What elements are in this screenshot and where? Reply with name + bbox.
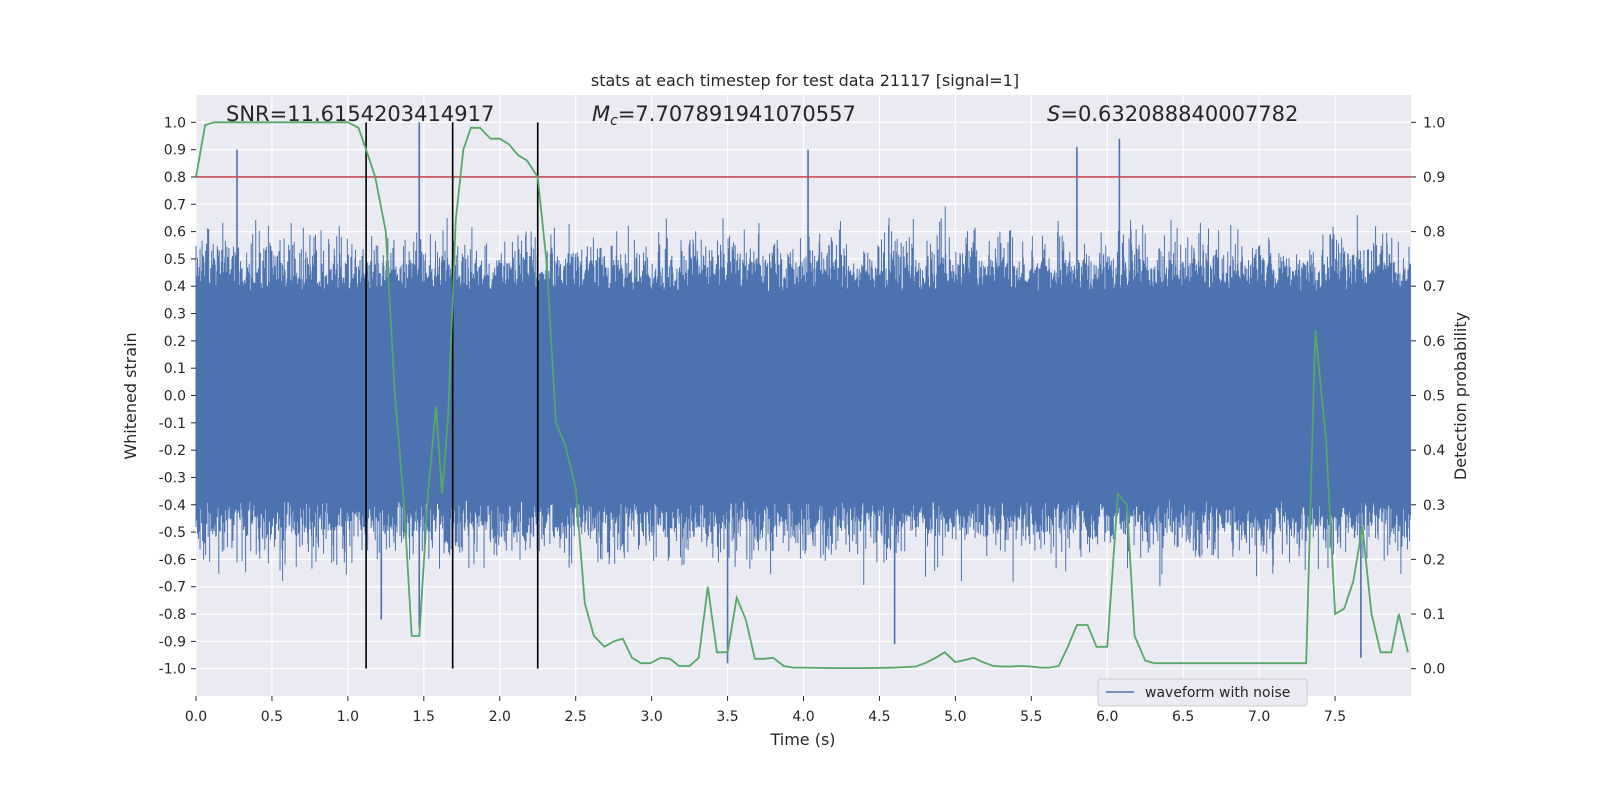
probability-series — [195, 121, 1409, 669]
y-tick-label-left: 0.2 — [164, 334, 186, 350]
x-tick-label: 6.0 — [1096, 709, 1118, 725]
vertical-markers — [365, 122, 539, 669]
x-tick-label: 6.5 — [1172, 709, 1194, 725]
y-tick-label-left: -0.4 — [159, 498, 186, 514]
y-ticks-right: 1.0 0.9 0.8 0.7 0.6 0.5 0.4 0.3 0.2 0.1 0.0 — [1411, 115, 1445, 678]
y-tick-label-right: 0.2 — [1423, 552, 1445, 568]
y-tick-label-left: -1.0 — [159, 662, 186, 678]
y-tick-label-left: -0.8 — [159, 607, 186, 623]
y-tick-label-right: 0.6 — [1423, 334, 1445, 350]
x-tick-label: 0.0 — [185, 709, 207, 725]
y-tick-label-left: 0.5 — [164, 252, 186, 268]
x-tick-label: 2.5 — [565, 709, 587, 725]
y-tick-label-left: 0.8 — [164, 170, 186, 186]
x-tick-label: 4.5 — [868, 709, 890, 725]
y-tick-label-left: -0.9 — [159, 634, 186, 650]
y-tick-label-left: -0.1 — [159, 416, 186, 432]
y-tick-label-right: 0.0 — [1423, 662, 1445, 678]
y-tick-label-right: 1.0 — [1423, 115, 1445, 131]
x-tick-label: 2.0 — [489, 709, 511, 725]
y-tick-label-right: 0.4 — [1423, 443, 1445, 459]
x-tick-label: 5.0 — [944, 709, 966, 725]
x-tick-label: 5.5 — [1020, 709, 1042, 725]
s-annotation: S=0.632088840007782 — [1047, 102, 1298, 126]
y-tick-label-left: -0.5 — [159, 525, 186, 541]
mc-value: =7.707891941070557 — [618, 102, 856, 126]
y-axis-label-right: Detection probability — [1451, 312, 1470, 480]
y-tick-label-left: 0.3 — [164, 307, 186, 323]
y-tick-label-right: 0.5 — [1423, 389, 1445, 405]
y-tick-label-right: 0.7 — [1423, 279, 1445, 295]
chart-title: stats at each timestep for test data 211… — [591, 71, 1019, 90]
s-value: =0.632088840007782 — [1060, 102, 1298, 126]
y-tick-label-left: -0.7 — [159, 580, 186, 596]
x-axis-label: Time (s) — [769, 730, 835, 749]
y-tick-label-left: 0.7 — [164, 197, 186, 213]
y-tick-label-left: -0.2 — [159, 443, 186, 459]
y-axis-label-left: Whitened strain — [121, 332, 140, 459]
y-tick-label-left: 0.9 — [164, 143, 186, 159]
probability-line — [195, 121, 1409, 669]
x-tick-label: 1.0 — [337, 709, 359, 725]
legend-label: waveform with noise — [1145, 685, 1290, 701]
waveform-core — [196, 291, 1411, 500]
legend: waveform with noise — [1097, 678, 1308, 707]
y-tick-label-right: 0.9 — [1423, 170, 1445, 186]
legend-box — [1097, 678, 1308, 707]
mc-subscript: c — [610, 113, 618, 129]
y-ticks-left: 1.0 0.9 0.8 0.7 0.6 0.5 0.4 0.3 0.2 0.1 0.0 -0.1 -0.… — [159, 115, 196, 678]
y-tick-label-right: 0.8 — [1423, 225, 1445, 241]
mc-symbol: M — [592, 102, 610, 126]
x-ticks: 0.0 0.5 1.0 1.5 2.0 2.5 3.0 3.5 4.0 4.5 5.0 5.5 6.0 6… — [185, 696, 1346, 725]
x-tick-label: 3.5 — [716, 709, 738, 725]
s-symbol: S — [1047, 102, 1060, 126]
mc-annotation: Mc=7.707891941070557 — [592, 102, 856, 129]
y-tick-label-right: 0.1 — [1423, 607, 1445, 623]
x-tick-label: 7.0 — [1248, 709, 1270, 725]
y-tick-label-right: 0.3 — [1423, 498, 1445, 514]
waveform-series — [195, 122, 1411, 664]
snr-annotation: SNR=11.6154203414917 — [226, 102, 494, 126]
y-tick-label-left: 1.0 — [164, 115, 186, 131]
x-tick-label: 4.0 — [792, 709, 814, 725]
y-tick-label-left: 0.0 — [164, 389, 186, 405]
x-tick-label: 1.5 — [413, 709, 435, 725]
y-tick-label-left: 0.1 — [164, 361, 186, 377]
y-tick-label-left: -0.3 — [159, 470, 186, 486]
y-tick-label-left: -0.6 — [159, 552, 186, 568]
x-tick-label: 0.5 — [261, 709, 283, 725]
y-tick-label-left: 0.4 — [164, 279, 186, 295]
x-tick-label: 3.0 — [640, 709, 662, 725]
y-tick-label-left: 0.6 — [164, 225, 186, 241]
x-tick-label: 7.5 — [1324, 709, 1346, 725]
